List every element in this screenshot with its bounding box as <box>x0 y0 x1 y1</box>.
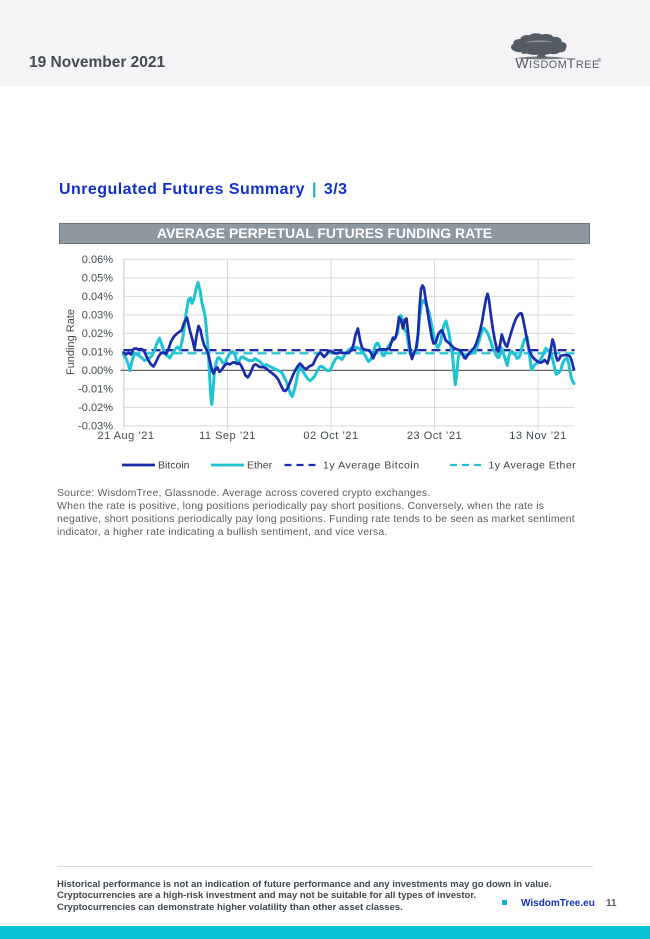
svg-text:Bitcoin: Bitcoin <box>158 460 190 472</box>
svg-text:0.03%: 0.03% <box>82 310 113 322</box>
svg-text:0.05%: 0.05% <box>82 273 113 285</box>
svg-text:23 Oct ’21: 23 Oct ’21 <box>407 430 462 442</box>
svg-text:1y Average Bitcoin: 1y Average Bitcoin <box>323 460 420 472</box>
svg-text:Ether: Ether <box>247 460 273 472</box>
svg-text:®: ® <box>598 57 602 64</box>
svg-text:02 Oct ’21: 02 Oct ’21 <box>303 430 358 442</box>
svg-text:1y Average Ether: 1y Average Ether <box>489 460 577 472</box>
svg-text:WISDOMTREE: WISDOMTREE <box>515 55 599 71</box>
svg-text:0.02%: 0.02% <box>82 328 113 340</box>
svg-text:11 Sep ’21: 11 Sep ’21 <box>199 430 256 442</box>
svg-text:Funding Rate: Funding Rate <box>65 309 77 375</box>
svg-text:0.01%: 0.01% <box>82 347 113 359</box>
svg-text:-0.03%: -0.03% <box>78 421 113 433</box>
svg-text:-0.01%: -0.01% <box>78 384 113 396</box>
svg-text:13 Nov ’21: 13 Nov ’21 <box>509 430 567 442</box>
svg-text:-0.02%: -0.02% <box>78 402 113 414</box>
svg-text:0.04%: 0.04% <box>82 291 113 303</box>
svg-text:0.00%: 0.00% <box>82 365 113 377</box>
svg-text:0.06%: 0.06% <box>82 254 113 266</box>
svg-text:21 Aug ’21: 21 Aug ’21 <box>98 430 155 442</box>
